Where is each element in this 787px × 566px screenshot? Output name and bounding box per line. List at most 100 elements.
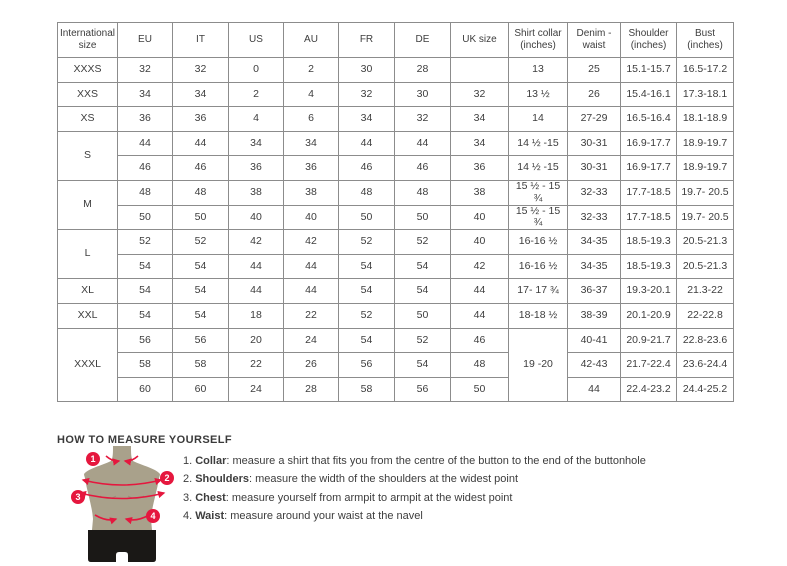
- table-cell: 24: [283, 327, 339, 354]
- table-cell: 32: [394, 106, 451, 132]
- table-row: 54 54 44 44 54 54 42 16-16 ½ 34-35 18.5-19.3 20.5-…: [58, 253, 734, 280]
- table-cell: 48: [450, 352, 509, 378]
- size-label-cell: XXXL: [57, 327, 118, 403]
- table-cell: 54: [172, 253, 229, 280]
- table-cell: 15 ½ - 15 ¾: [508, 204, 568, 231]
- table-cell: 36: [117, 106, 173, 132]
- table-cell: 2: [283, 57, 339, 83]
- size-label-cell: M: [57, 179, 118, 231]
- table-cell: 24: [228, 376, 284, 403]
- table-cell: 20: [228, 327, 284, 354]
- table-cell: 18-18 ½: [508, 302, 568, 329]
- table-cell: 46: [117, 155, 173, 181]
- table-cell: 56: [394, 376, 451, 403]
- instruction-waist: 4. Waist: measure around your waist at th…: [183, 507, 646, 525]
- table-cell: 19.7- 20.5: [676, 179, 734, 206]
- table-cell: 21.3-22: [676, 278, 734, 304]
- table-cell: 14: [508, 106, 568, 132]
- table-cell: 22: [228, 352, 284, 378]
- table-cell: 36-37: [567, 278, 621, 304]
- column-header: UK size: [450, 22, 509, 58]
- instruction-term: Waist: [195, 510, 225, 523]
- table-cell: 22.8-23.6: [676, 327, 734, 354]
- table-cell: 30: [338, 57, 395, 83]
- column-header: US: [228, 22, 284, 58]
- svg-text:4: 4: [150, 511, 155, 521]
- table-cell: 27-29: [567, 106, 621, 132]
- badge-collar: 1: [86, 452, 100, 466]
- table-cell: 20.5-21.3: [676, 253, 734, 280]
- table-cell: 50: [394, 302, 451, 329]
- table-cell: 42: [228, 229, 284, 255]
- table-cell: 56: [338, 352, 395, 378]
- column-header: International size: [57, 22, 118, 58]
- table-cell: 15 ½ - 15 ¾: [508, 179, 568, 206]
- table-cell: 44: [172, 130, 229, 157]
- table-header-row: International size EU IT US AU FR DE UK size Shi…: [57, 22, 734, 58]
- table-cell: 44: [283, 253, 339, 280]
- instruction-text: : measure around your waist at the navel: [224, 510, 423, 523]
- table-cell: 32: [450, 81, 509, 108]
- table-cell: 48: [172, 179, 229, 206]
- table-cell: 16.5-17.2: [676, 57, 734, 83]
- collar-measure-arrow: [105, 455, 121, 466]
- table-cell: 36: [450, 155, 509, 181]
- table-row: XXXL 56 56 20 24 54 52 46 19 -20 40-41 20.9-21.7 22…: [57, 327, 734, 403]
- table-cell: 2: [228, 81, 284, 108]
- table-cell: 44: [450, 302, 509, 329]
- torso-shape: [84, 446, 160, 530]
- table-cell: 52: [394, 327, 451, 354]
- table-cell: 44: [394, 130, 451, 157]
- table-cell: 48: [394, 179, 451, 206]
- table-cell: 34: [172, 81, 229, 108]
- size-label-cell: XXL: [57, 302, 118, 329]
- table-cell: 46: [172, 155, 229, 181]
- table-cell: 32-33: [567, 179, 621, 206]
- column-header: Shirt collar (inches): [508, 22, 568, 58]
- table-cell: 44: [228, 253, 284, 280]
- table-row: 60 60 24 28 58 56 50 44 22.4-23.2 24.4-25.2: [58, 376, 734, 403]
- table-cell: 34-35: [567, 229, 621, 255]
- table-cell: 36: [172, 106, 229, 132]
- instruction-term: Chest: [195, 491, 226, 504]
- svg-text:3: 3: [75, 492, 80, 502]
- table-cell: 38: [450, 179, 509, 206]
- measurement-arrows: [78, 455, 166, 525]
- table-cell: 54: [338, 327, 395, 354]
- table-cell: 54: [394, 253, 451, 280]
- column-header: FR: [338, 22, 395, 58]
- instruction-number: 1.: [183, 455, 193, 467]
- table-cell: 40: [450, 229, 509, 255]
- table-cell: 21.7-22.4: [620, 352, 677, 378]
- table-cell: 17- 17 ¾: [508, 278, 568, 304]
- instruction-number: 4.: [183, 510, 193, 523]
- table-cell: 40: [283, 204, 339, 231]
- table-cell: 52: [117, 229, 173, 255]
- table-cell: 26: [283, 352, 339, 378]
- table-cell: 36: [283, 155, 339, 181]
- table-cell: 52: [394, 229, 451, 255]
- table-cell: 54: [394, 352, 451, 378]
- table-cell: 42: [283, 229, 339, 255]
- table-cell: 18.1-18.9: [676, 106, 734, 132]
- table-cell: 34: [338, 106, 395, 132]
- table-cell: 54: [338, 253, 395, 280]
- table-cell: 50: [394, 204, 451, 231]
- table-row: L 52 52 42 42 52 52 40 16-16 ½ 34-35 18.5-19.3 20.5…: [57, 229, 734, 280]
- table-cell: 18: [228, 302, 284, 329]
- instruction-text: : measure yourself from armpit to armpit…: [225, 491, 513, 504]
- table-cell: 17.3-18.1: [676, 81, 734, 108]
- size-label-cell: XS: [57, 106, 118, 132]
- table-cell: 42: [450, 253, 509, 280]
- table-cell: 28: [283, 376, 339, 403]
- table-cell: 4: [283, 81, 339, 108]
- table-cell: 15.4-16.1: [620, 81, 677, 108]
- table-cell: 32: [117, 57, 173, 83]
- table-cell: 44: [228, 278, 284, 304]
- table-cell: 6: [283, 106, 339, 132]
- table-cell: 40-41: [567, 327, 621, 354]
- table-cell: 30-31: [567, 130, 621, 157]
- table-row: 50 50 40 40 50 50 40 15 ½ - 15 ¾ 32-33 17.7-18.5 1…: [58, 204, 734, 231]
- table-cell: 58: [117, 352, 173, 378]
- svg-text:2: 2: [164, 473, 169, 483]
